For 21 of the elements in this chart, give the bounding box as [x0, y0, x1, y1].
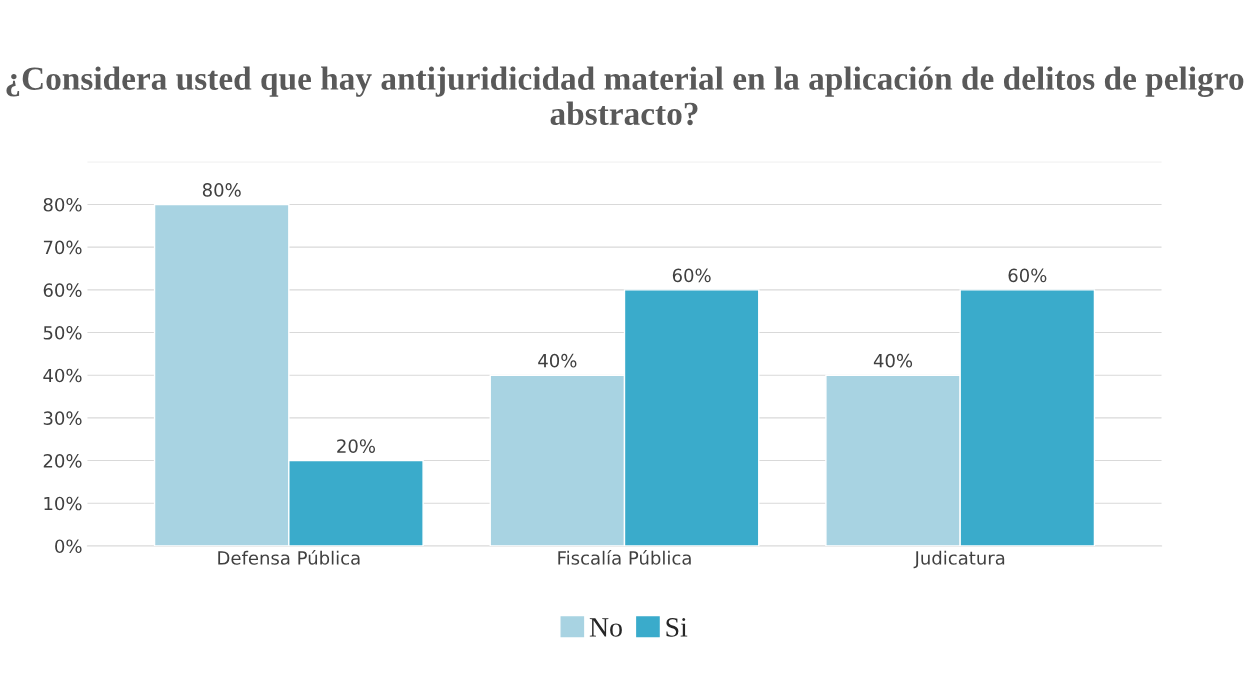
y-tick-label: 0%	[55, 539, 82, 554]
x-tick-label: Fiscalía Pública	[558, 550, 691, 565]
data-label: 60%	[1008, 268, 1047, 283]
data-label: 40%	[538, 353, 577, 368]
data-label: 60%	[672, 268, 711, 283]
legend-label: No	[589, 618, 622, 637]
y-tick-label: 10%	[44, 496, 82, 511]
y-tick-label: 50%	[43, 325, 82, 340]
data-label: 80%	[202, 183, 241, 197]
y-tick-label: 60%	[43, 283, 82, 297]
x-tick-label: Defensa Pública	[218, 550, 360, 565]
y-tick-label: 40%	[43, 368, 82, 383]
y-tick-label: 30%	[43, 411, 82, 425]
data-label: 20%	[337, 439, 376, 453]
x-tick-label: Judicatura	[913, 550, 1005, 569]
data-label: 40%	[873, 353, 913, 368]
legend-label: Si	[666, 618, 688, 637]
chart-title: ¿Considera usted que hay antijuridicidad material en la aplicación de delitos de peligro abstracto?	[6, 66, 1244, 126]
y-tick-label: 20%	[43, 454, 82, 468]
y-tick-label: 70%	[43, 240, 82, 255]
y-tick-label: 80%	[43, 197, 82, 212]
